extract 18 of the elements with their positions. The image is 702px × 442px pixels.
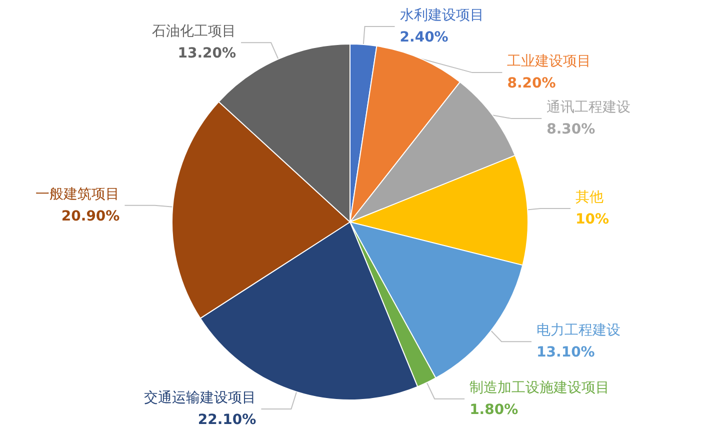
data-label: 8.20% (507, 76, 556, 92)
slice-label: 电力工程建设 (536, 322, 621, 339)
slice-label: 制造加工设施建设项目 (470, 380, 610, 396)
data-label: 2.40% (400, 30, 448, 46)
data-label: 22.10% (198, 412, 256, 428)
data-label: 13.10% (536, 344, 595, 361)
data-label: 13.20% (178, 46, 236, 62)
slice-label: 其他 (576, 189, 604, 206)
slice-label: 交通运输建设项目 (144, 390, 256, 406)
slice-label: 一般建筑项目 (36, 186, 120, 202)
data-label: 1.80% (470, 402, 518, 418)
slice-label: 石油化工项目 (152, 24, 236, 40)
slice-label: 水利建设项目 (400, 8, 484, 24)
data-label: 8.30% (546, 122, 596, 138)
slice-label: 工业建设项目 (507, 54, 592, 70)
slice-label: 通讯工程建设 (546, 100, 631, 116)
data-label: 10% (576, 211, 610, 228)
data-label: 20.90% (61, 208, 120, 224)
